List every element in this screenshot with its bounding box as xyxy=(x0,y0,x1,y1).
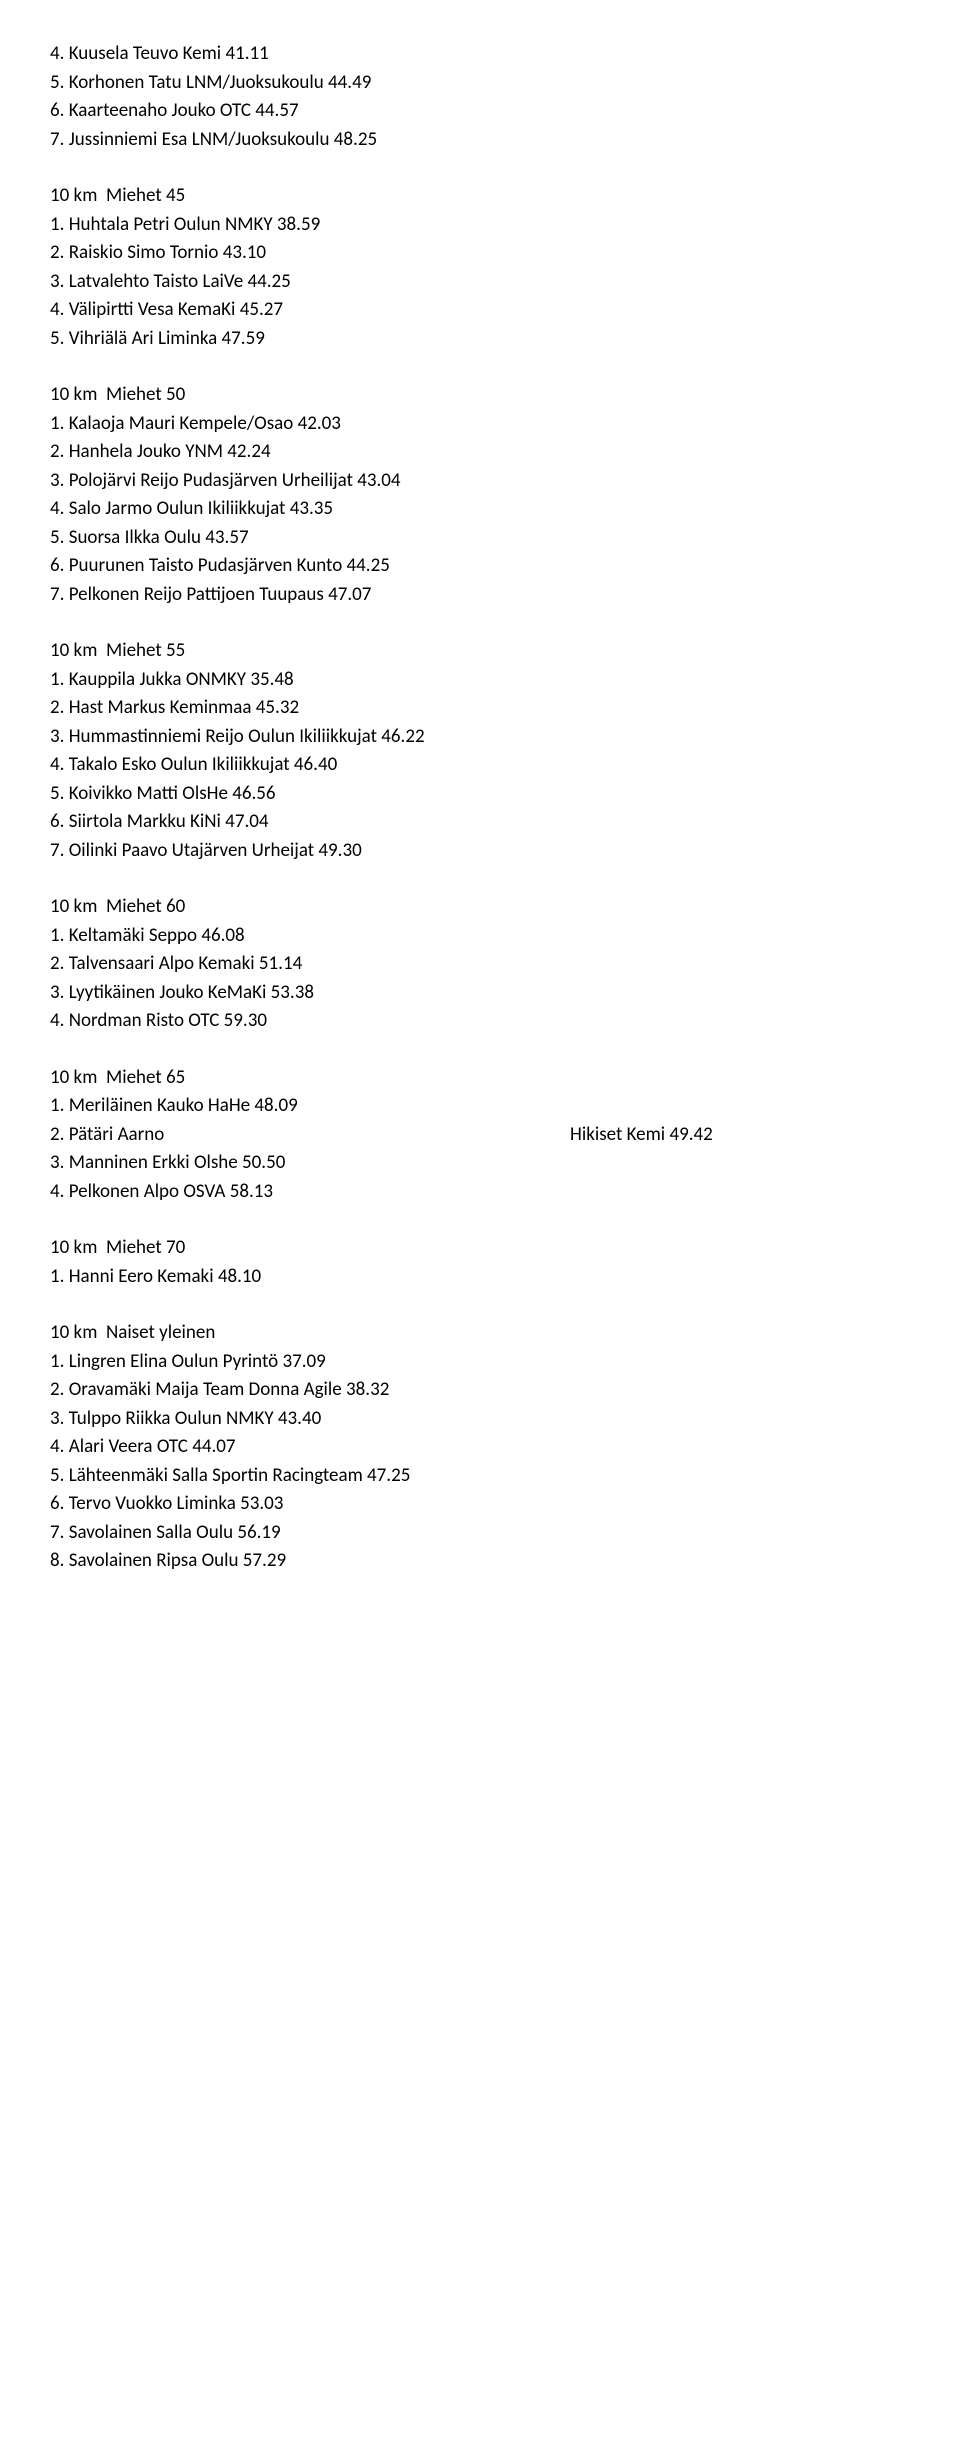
result-line: 6. Siirtola Markku KiNi 47.04 xyxy=(50,808,910,837)
result-line: 4. Alari Veera OTC 44.07 xyxy=(50,1433,910,1462)
result-line: 1. Lingren Elina Oulun Pyrintö 37.09 xyxy=(50,1348,910,1377)
result-line: 10 km Miehet 65 xyxy=(50,1064,910,1093)
result-line: 3. Tulppo Riikka Oulun NMKY 43.40 xyxy=(50,1405,910,1434)
result-line: 8. Savolainen Ripsa Oulu 57.29 xyxy=(50,1547,910,1576)
result-line: 1. Kalaoja Mauri Kempele/Osao 42.03 xyxy=(50,410,910,439)
result-line: 10 km Naiset yleinen xyxy=(50,1319,910,1348)
result-line: 10 km Miehet 45 xyxy=(50,182,910,211)
result-line: 7. Savolainen Salla Oulu 56.19 xyxy=(50,1519,910,1548)
result-line: 4. Kuusela Teuvo Kemi 41.11 xyxy=(50,40,910,69)
result-line: 5. Korhonen Tatu LNM/Juoksukoulu 44.49 xyxy=(50,69,910,98)
results-section: 10 km Miehet 451. Huhtala Petri Oulun NM… xyxy=(50,182,910,353)
result-line: 1. Huhtala Petri Oulun NMKY 38.59 xyxy=(50,211,910,240)
result-line: 7. Jussinniemi Esa LNM/Juoksukoulu 48.25 xyxy=(50,126,910,155)
results-section: 10 km Naiset yleinen1. Lingren Elina Oul… xyxy=(50,1319,910,1576)
results-section: 10 km Miehet 651. Meriläinen Kauko HaHe … xyxy=(50,1064,910,1207)
result-line: 4. Salo Jarmo Oulun Ikiliikkujat 43.35 xyxy=(50,495,910,524)
results-section: 10 km Miehet 551. Kauppila Jukka ONMKY 3… xyxy=(50,637,910,865)
result-line: 7. Oilinki Paavo Utajärven Urheijat 49.3… xyxy=(50,837,910,866)
result-line: 3. Hummastinniemi Reijo Oulun Ikiliikkuj… xyxy=(50,723,910,752)
result-line-right: Hikiset Kemi 49.42 xyxy=(570,1121,713,1150)
result-line: 6. Tervo Vuokko Liminka 53.03 xyxy=(50,1490,910,1519)
result-line: 3. Polojärvi Reijo Pudasjärven Urheilija… xyxy=(50,467,910,496)
results-section: 10 km Miehet 501. Kalaoja Mauri Kempele/… xyxy=(50,381,910,609)
result-line: 10 km Miehet 60 xyxy=(50,893,910,922)
result-line: 2. Talvensaari Alpo Kemaki 51.14 xyxy=(50,950,910,979)
result-line: 10 km Miehet 55 xyxy=(50,637,910,666)
result-line-tabbed: 2. Pätäri AarnoHikiset Kemi 49.42 xyxy=(50,1121,910,1150)
result-line: 7. Pelkonen Reijo Pattijoen Tuupaus 47.0… xyxy=(50,581,910,610)
result-line: 2. Hanhela Jouko YNM 42.24 xyxy=(50,438,910,467)
result-line: 3. Latvalehto Taisto LaiVe 44.25 xyxy=(50,268,910,297)
result-line: 2. Raiskio Simo Tornio 43.10 xyxy=(50,239,910,268)
result-line: 5. Vihriälä Ari Liminka 47.59 xyxy=(50,325,910,354)
result-line: 2. Oravamäki Maija Team Donna Agile 38.3… xyxy=(50,1376,910,1405)
result-line: 3. Manninen Erkki Olshe 50.50 xyxy=(50,1149,910,1178)
result-line: 5. Suorsa Ilkka Oulu 43.57 xyxy=(50,524,910,553)
result-line: 1. Meriläinen Kauko HaHe 48.09 xyxy=(50,1092,910,1121)
result-line: 4. Pelkonen Alpo OSVA 58.13 xyxy=(50,1178,910,1207)
result-line: 6. Puurunen Taisto Pudasjärven Kunto 44.… xyxy=(50,552,910,581)
result-line: 5. Lähteenmäki Salla Sportin Racingteam … xyxy=(50,1462,910,1491)
results-section: 10 km Miehet 601. Keltamäki Seppo 46.082… xyxy=(50,893,910,1036)
result-line: 4. Takalo Esko Oulun Ikiliikkujat 46.40 xyxy=(50,751,910,780)
result-line: 2. Hast Markus Keminmaa 45.32 xyxy=(50,694,910,723)
result-line: 6. Kaarteenaho Jouko OTC 44.57 xyxy=(50,97,910,126)
result-line: 4. Välipirtti Vesa KemaKi 45.27 xyxy=(50,296,910,325)
results-section: 4. Kuusela Teuvo Kemi 41.115. Korhonen T… xyxy=(50,40,910,154)
result-line: 3. Lyytikäinen Jouko KeMaKi 53.38 xyxy=(50,979,910,1008)
result-line: 4. Nordman Risto OTC 59.30 xyxy=(50,1007,910,1036)
result-line: 10 km Miehet 50 xyxy=(50,381,910,410)
result-line: 1. Keltamäki Seppo 46.08 xyxy=(50,922,910,951)
result-line: 1. Kauppila Jukka ONMKY 35.48 xyxy=(50,666,910,695)
result-line: 1. Hanni Eero Kemaki 48.10 xyxy=(50,1263,910,1292)
results-section: 10 km Miehet 701. Hanni Eero Kemaki 48.1… xyxy=(50,1234,910,1291)
result-line: 10 km Miehet 70 xyxy=(50,1234,910,1263)
result-line: 5. Koivikko Matti OlsHe 46.56 xyxy=(50,780,910,809)
result-line-left: 2. Pätäri Aarno xyxy=(50,1121,570,1150)
